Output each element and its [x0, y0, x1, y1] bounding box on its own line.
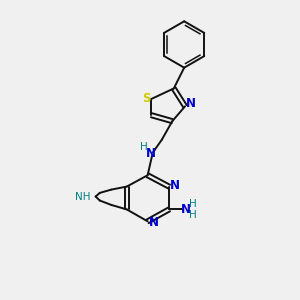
- Text: S: S: [142, 92, 151, 105]
- Text: H: H: [140, 142, 148, 152]
- Text: N: N: [181, 203, 191, 216]
- Text: NH: NH: [75, 191, 91, 202]
- Text: H: H: [189, 210, 197, 220]
- Text: N: N: [170, 178, 180, 192]
- Text: N: N: [186, 98, 196, 110]
- Text: N: N: [146, 147, 156, 161]
- Text: N: N: [148, 216, 159, 229]
- Text: H: H: [189, 199, 197, 209]
